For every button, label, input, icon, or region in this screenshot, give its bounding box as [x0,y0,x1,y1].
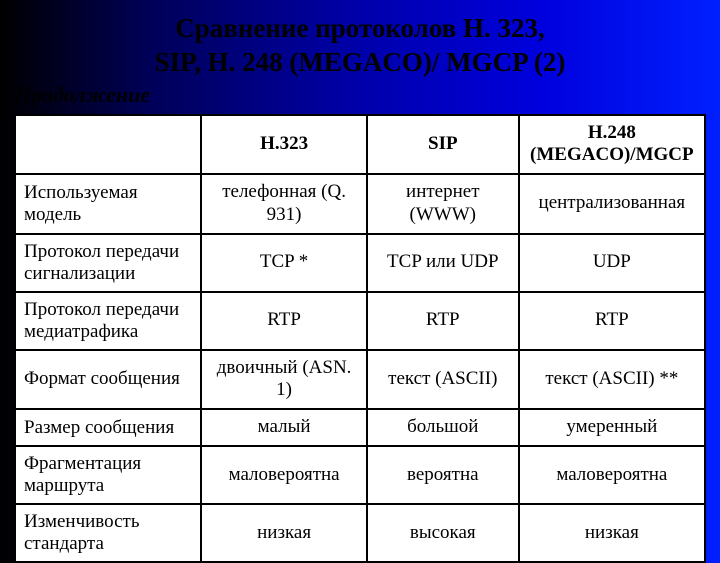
title-line-1: Сравнение протоколов H. 323, [175,13,545,43]
cell-sip: интернет (WWW) [367,174,519,234]
cell-h248: централизованная [519,174,705,234]
table-body: Используемая модель телефонная (Q. 931) … [15,174,705,562]
cell-sip: высокая [367,504,519,562]
cell-h248: RTP [519,292,705,350]
cell-h248: маловероятна [519,446,705,504]
cell-h323: TCP * [201,234,367,292]
comparison-table: H.323 SIP H.248 (MEGACO)/MGCP Используем… [14,114,706,563]
header-sip: SIP [367,115,519,175]
table-row: Фрагментация маршрута маловероятна вероя… [15,446,705,504]
cell-h323: малый [201,409,367,446]
table-row: Формат сообщения двоичный (ASN. 1) текст… [15,350,705,410]
cell-h323: двоичный (ASN. 1) [201,350,367,410]
table-row: Протокол передачи сигнализации TCP * TCP… [15,234,705,292]
header-h248: H.248 (MEGACO)/MGCP [519,115,705,175]
table-header-row: H.323 SIP H.248 (MEGACO)/MGCP [15,115,705,175]
cell-criterion: Протокол передачи медиатрафика [15,292,201,350]
cell-sip: текст (ASCII) [367,350,519,410]
cell-sip: вероятна [367,446,519,504]
slide-subtitle: Продолжение [14,82,706,108]
table-row: Протокол передачи медиатрафика RTP RTP R… [15,292,705,350]
cell-criterion: Размер сообщения [15,409,201,446]
header-h323: H.323 [201,115,367,175]
cell-h248: текст (ASCII) ** [519,350,705,410]
title-line-2: SIP, H. 248 (MEGACO)/ MGCP (2) [155,47,566,77]
cell-h323: маловероятна [201,446,367,504]
cell-criterion: Используемая модель [15,174,201,234]
header-blank [15,115,201,175]
cell-h248: умеренный [519,409,705,446]
cell-sip: TCP или UDP [367,234,519,292]
cell-sip: большой [367,409,519,446]
cell-criterion: Протокол передачи сигнализации [15,234,201,292]
cell-sip: RTP [367,292,519,350]
table-row: Изменчивость стандарта низкая высокая ни… [15,504,705,562]
cell-h323: телефонная (Q. 931) [201,174,367,234]
slide-title: Сравнение протоколов H. 323, SIP, H. 248… [14,12,706,80]
cell-criterion: Формат сообщения [15,350,201,410]
cell-h248: UDP [519,234,705,292]
table-row: Используемая модель телефонная (Q. 931) … [15,174,705,234]
cell-h323: RTP [201,292,367,350]
table-row: Размер сообщения малый большой умеренный [15,409,705,446]
cell-criterion: Изменчивость стандарта [15,504,201,562]
cell-h323: низкая [201,504,367,562]
cell-h248: низкая [519,504,705,562]
cell-criterion: Фрагментация маршрута [15,446,201,504]
